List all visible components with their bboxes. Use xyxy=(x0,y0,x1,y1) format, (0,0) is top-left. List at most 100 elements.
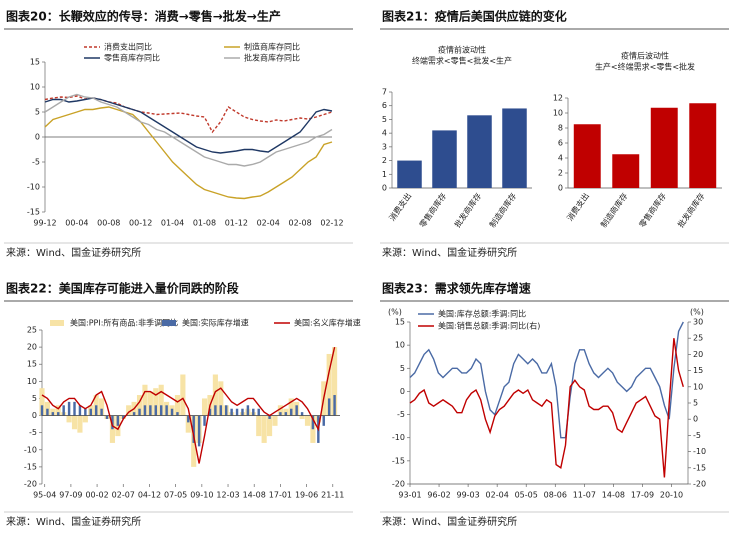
y-tick-label: 15 xyxy=(395,318,405,327)
axis-unit: (%) xyxy=(690,308,704,317)
y-tick-label: 6 xyxy=(382,101,387,110)
bar xyxy=(272,415,278,426)
bar xyxy=(689,103,717,188)
y-tick-label: -5 xyxy=(397,410,405,419)
bar xyxy=(67,401,71,416)
bar xyxy=(333,395,336,416)
x-tick-label: 96-02 xyxy=(427,491,450,500)
bar xyxy=(55,405,61,416)
bar xyxy=(105,415,109,419)
bar xyxy=(467,115,492,188)
bar xyxy=(40,405,44,416)
bar xyxy=(573,124,601,188)
subtitle: 疫情后波动性 xyxy=(621,51,669,61)
bar xyxy=(332,347,338,416)
bar xyxy=(153,388,159,416)
bar xyxy=(224,405,228,416)
bar xyxy=(78,405,82,416)
y-tick-label: 5 xyxy=(32,394,37,403)
y-tick-label: -15 xyxy=(693,463,706,472)
x-tick-label: 99-03 xyxy=(456,491,479,500)
y-tick-label: 3 xyxy=(382,142,387,151)
bar xyxy=(326,353,332,416)
y-tick-label: 0 xyxy=(693,415,698,424)
bar xyxy=(261,415,267,443)
y-tick-label: 10 xyxy=(693,382,703,391)
x-tick-label: 12-03 xyxy=(216,491,239,500)
x-tick-label: 00-08 xyxy=(97,219,120,228)
source: 来源：Wind、国金证券研究所 xyxy=(382,246,517,259)
y-tick-label: 5 xyxy=(35,108,40,117)
bar xyxy=(266,415,273,437)
bar xyxy=(397,160,422,188)
x-tick-label: 02-04 xyxy=(257,219,280,228)
y-tick-label: 6 xyxy=(558,139,563,148)
bar xyxy=(268,415,271,419)
bar xyxy=(277,405,283,416)
axis-unit: (%) xyxy=(388,308,402,317)
series-line xyxy=(44,97,333,154)
y-tick-label: 15 xyxy=(693,366,703,375)
series-line xyxy=(44,93,333,167)
source: 来源：Wind、国金证券研究所 xyxy=(382,515,517,528)
x-tick-label: 95-04 xyxy=(33,491,56,500)
bar xyxy=(147,391,153,416)
y-tick-label: 12 xyxy=(553,94,563,103)
y-tick-label: -15 xyxy=(27,208,40,217)
y-tick-label: -10 xyxy=(27,183,40,192)
y-tick-label: 25 xyxy=(27,326,37,335)
legend-label: 美国:库存总额:季调:同比 xyxy=(438,309,526,319)
bar xyxy=(299,415,305,419)
subtitle: 终端需求<零售<批发<生产 xyxy=(412,56,512,66)
y-tick-label: 0 xyxy=(32,411,37,420)
legend-label: 制造商库存同比 xyxy=(244,42,300,52)
figure-title: 图表20：长鞭效应的传导：消费→零售→批发→生产 xyxy=(6,9,281,24)
subtitle: 生产<终端需求<零售<批发 xyxy=(595,62,695,72)
y-tick-label: 0 xyxy=(400,387,405,396)
y-tick-label: 0 xyxy=(382,184,387,193)
x-tick-label: 05-05 xyxy=(515,491,538,500)
bar xyxy=(252,408,255,416)
x-tick-label: 02-08 xyxy=(288,219,311,228)
bar xyxy=(300,412,304,416)
x-tick-label: 02-04 xyxy=(486,491,509,500)
bar xyxy=(246,405,250,416)
x-tick-label: 07-05 xyxy=(164,491,187,500)
x-tick-label: 09-10 xyxy=(190,491,213,500)
x-tick-label: 17-09 xyxy=(631,491,654,500)
bar xyxy=(288,398,294,416)
y-tick-label: 4 xyxy=(558,154,563,163)
y-tick-label: 7 xyxy=(382,88,387,97)
y-tick-label: -10 xyxy=(392,433,405,442)
x-tick-label: 08-06 xyxy=(544,491,567,500)
bar xyxy=(94,405,98,416)
series-line xyxy=(44,95,333,134)
bar xyxy=(100,408,103,416)
x-tick-label: 21-11 xyxy=(321,491,344,500)
bar xyxy=(158,384,164,416)
x-tick-label: 制造商库存 xyxy=(598,191,629,230)
y-tick-label: 2 xyxy=(558,169,563,178)
legend-label: 零售商库存同比 xyxy=(104,53,160,63)
x-tick-label: 04-12 xyxy=(138,491,161,500)
bar xyxy=(149,405,152,416)
bar xyxy=(192,415,195,443)
legend-label: 消费支出同比 xyxy=(104,42,152,52)
source: 来源：Wind、国金证券研究所 xyxy=(6,246,141,259)
y-tick-label: 15 xyxy=(27,360,37,369)
x-tick-label: 14-08 xyxy=(602,491,625,500)
bar xyxy=(284,412,288,416)
legend-label: 美国:PPI:所有商品:非季调同比 xyxy=(70,318,178,328)
bar xyxy=(185,415,191,433)
y-tick-label: 8 xyxy=(558,124,563,133)
bar xyxy=(327,398,331,416)
series-line xyxy=(41,346,336,464)
bar xyxy=(132,412,136,416)
y-tick-label: -20 xyxy=(392,480,405,489)
bar xyxy=(311,415,315,430)
x-tick-label: 零售商库存 xyxy=(417,191,448,230)
bar xyxy=(612,154,640,188)
bar xyxy=(46,408,49,416)
bar xyxy=(304,415,311,426)
y-tick-label: 0 xyxy=(35,133,40,142)
